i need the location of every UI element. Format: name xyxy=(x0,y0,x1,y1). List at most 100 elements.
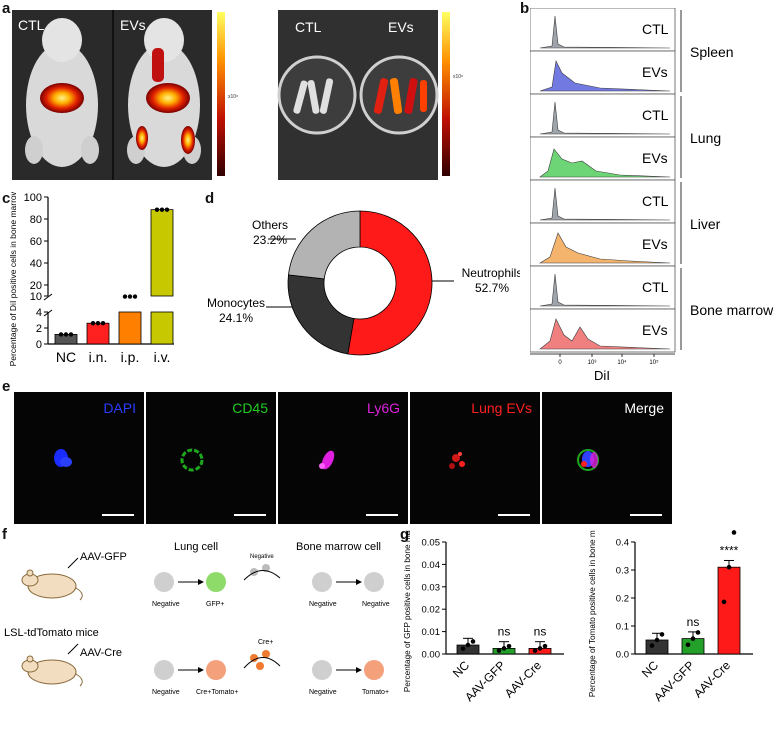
vesicle-negative-label: Negative xyxy=(250,554,274,560)
y-tick-label: 0.4 xyxy=(616,538,629,549)
y-tick-label: 0.05 xyxy=(422,538,441,549)
significance-label: ns xyxy=(534,625,547,639)
vesicle-cre xyxy=(250,654,258,662)
scale-bar xyxy=(102,514,134,516)
y-tick-label: 2 xyxy=(36,323,42,335)
data-point xyxy=(154,207,160,212)
axis-break-mark xyxy=(43,293,53,301)
histogram-group-label: CTL xyxy=(642,107,669,123)
ly6g-cell-icon xyxy=(319,450,335,470)
y-tick-label: 0 xyxy=(36,339,42,351)
panel-letter-b: b xyxy=(520,0,530,17)
data-point xyxy=(731,530,737,535)
vesicle-cre xyxy=(256,662,264,670)
histogram-group-label: EVs xyxy=(642,64,668,80)
row1-bm-start-label: Negative xyxy=(309,601,337,608)
data-point xyxy=(460,646,466,651)
data-point xyxy=(726,564,732,570)
data-point xyxy=(690,636,696,641)
x-tick-label: i.p. xyxy=(121,349,140,365)
panel-f: AAV-GFP LSL-tdTomato mice AAV-Cre Lung c… xyxy=(4,540,404,740)
evs-spine-signal xyxy=(152,48,164,82)
panel-g-left-svg: Percentage of GFP positive cells in bone… xyxy=(403,500,564,704)
evs-mouse-image xyxy=(127,18,201,167)
vesicle-arrow xyxy=(243,657,281,669)
colorbar-mouse xyxy=(217,12,225,176)
micro-dapi-label: DAPI xyxy=(103,400,136,416)
micro-dapi: DAPI xyxy=(14,392,144,524)
vesicle-cre-label: Cre+ xyxy=(258,639,273,646)
mouse-image-divider xyxy=(112,10,114,180)
cell-tomato xyxy=(206,660,226,680)
organ-label: Lung xyxy=(690,130,721,146)
data-point xyxy=(506,643,512,649)
ctl-mouse-image xyxy=(25,18,99,167)
row2-start-label: Negative xyxy=(152,689,180,696)
histogram-evs-spleen xyxy=(539,60,671,92)
row1-bm-end-label: Negative xyxy=(362,601,390,608)
data-point xyxy=(90,321,96,326)
data-point xyxy=(58,332,64,337)
needle-line xyxy=(67,643,79,655)
x-tick-label: NC xyxy=(56,349,76,365)
histogram-ctl-liver xyxy=(539,187,671,221)
panel-g-right: Percentage of Tomato positive cells in b… xyxy=(585,495,780,740)
bar-i.n. xyxy=(86,322,110,345)
dapi-cell-icon xyxy=(54,449,72,467)
row2-bm-start-label: Negative xyxy=(309,689,337,696)
histogram-group-label: CTL xyxy=(642,21,669,37)
histogram-group-label: EVs xyxy=(642,322,668,338)
bar-i.p.-lower xyxy=(118,311,142,345)
x-tick-label: 10⁵ xyxy=(649,359,659,366)
histogram-evs-bone-marrow xyxy=(539,318,671,350)
y-axis-label: Percentage of GFP positive cells in bone… xyxy=(403,530,412,692)
organ-label: Spleen xyxy=(690,44,734,60)
data-point xyxy=(654,637,660,643)
evs-bone-signal-right xyxy=(181,126,195,154)
vesicle-cre xyxy=(262,650,270,658)
y-tick-label: 40 xyxy=(30,258,42,270)
panel-letter-e: e xyxy=(2,378,11,395)
data-point xyxy=(532,648,538,653)
histogram-group-label: EVs xyxy=(642,150,668,166)
y-tick-label: 20 xyxy=(30,280,42,292)
x-tick-label: 10³ xyxy=(588,360,597,366)
evs-bone-signal-left xyxy=(136,126,148,150)
data-point xyxy=(721,599,727,605)
lung-evs-cell-icon xyxy=(449,452,465,469)
micro-lung-evs: Lung EVs xyxy=(410,392,540,524)
bar-i.v.-lower xyxy=(150,311,174,345)
ctl-mouse-label: CTL xyxy=(18,17,45,33)
bm-cell-negative xyxy=(312,572,332,592)
y-tick-label: 0.0 xyxy=(616,650,629,661)
ctl-dish xyxy=(277,55,357,135)
slice-value-neutrophils: 52.7% xyxy=(475,281,509,295)
row2-lung-end-label: Cre+Tomato+ xyxy=(196,689,238,696)
data-point xyxy=(164,207,170,212)
data-point xyxy=(695,630,701,635)
cell-negative xyxy=(154,572,174,592)
y-tick-label: 0.00 xyxy=(422,650,441,661)
panel-c: Percentage of DiI positive cells in bone… xyxy=(4,173,204,380)
data-point xyxy=(537,646,543,651)
significance-label: ns xyxy=(687,615,700,629)
strain-label: LSL-tdTomato mice xyxy=(4,627,99,639)
data-point xyxy=(132,294,138,299)
panel-letter-d: d xyxy=(205,190,215,207)
y-tick-label: 80 xyxy=(30,214,42,226)
histogram-group-label: CTL xyxy=(642,193,669,209)
micro-ly6g: Ly6G xyxy=(278,392,408,524)
organ-label: Bone marrow xyxy=(690,302,774,318)
needle-line xyxy=(67,557,79,569)
cd45-cell-icon xyxy=(180,448,204,472)
slice-value-others: 23.2% xyxy=(253,233,287,247)
y-axis-label: Percentage of Tomato positive cells in b… xyxy=(588,530,597,697)
y-axis-label: Percentage of DiI positive cells in bone… xyxy=(8,192,18,366)
arrow-head xyxy=(356,667,362,673)
aav-cre-label: AAV-Cre xyxy=(80,647,122,659)
data-point xyxy=(501,646,507,651)
bm-cell-tomato xyxy=(364,660,384,680)
y-tick-label: 10 xyxy=(30,291,42,303)
data-point xyxy=(63,332,69,337)
x-tick-label: NC xyxy=(450,658,472,680)
